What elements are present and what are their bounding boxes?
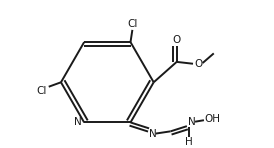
Text: O: O [173, 35, 181, 45]
Text: H: H [185, 137, 193, 147]
Text: N: N [74, 117, 82, 127]
Text: Cl: Cl [36, 86, 47, 96]
Text: N: N [188, 117, 196, 127]
Text: N: N [149, 129, 156, 139]
Text: O: O [195, 59, 203, 69]
Text: Cl: Cl [127, 19, 138, 29]
Text: OH: OH [204, 114, 220, 124]
